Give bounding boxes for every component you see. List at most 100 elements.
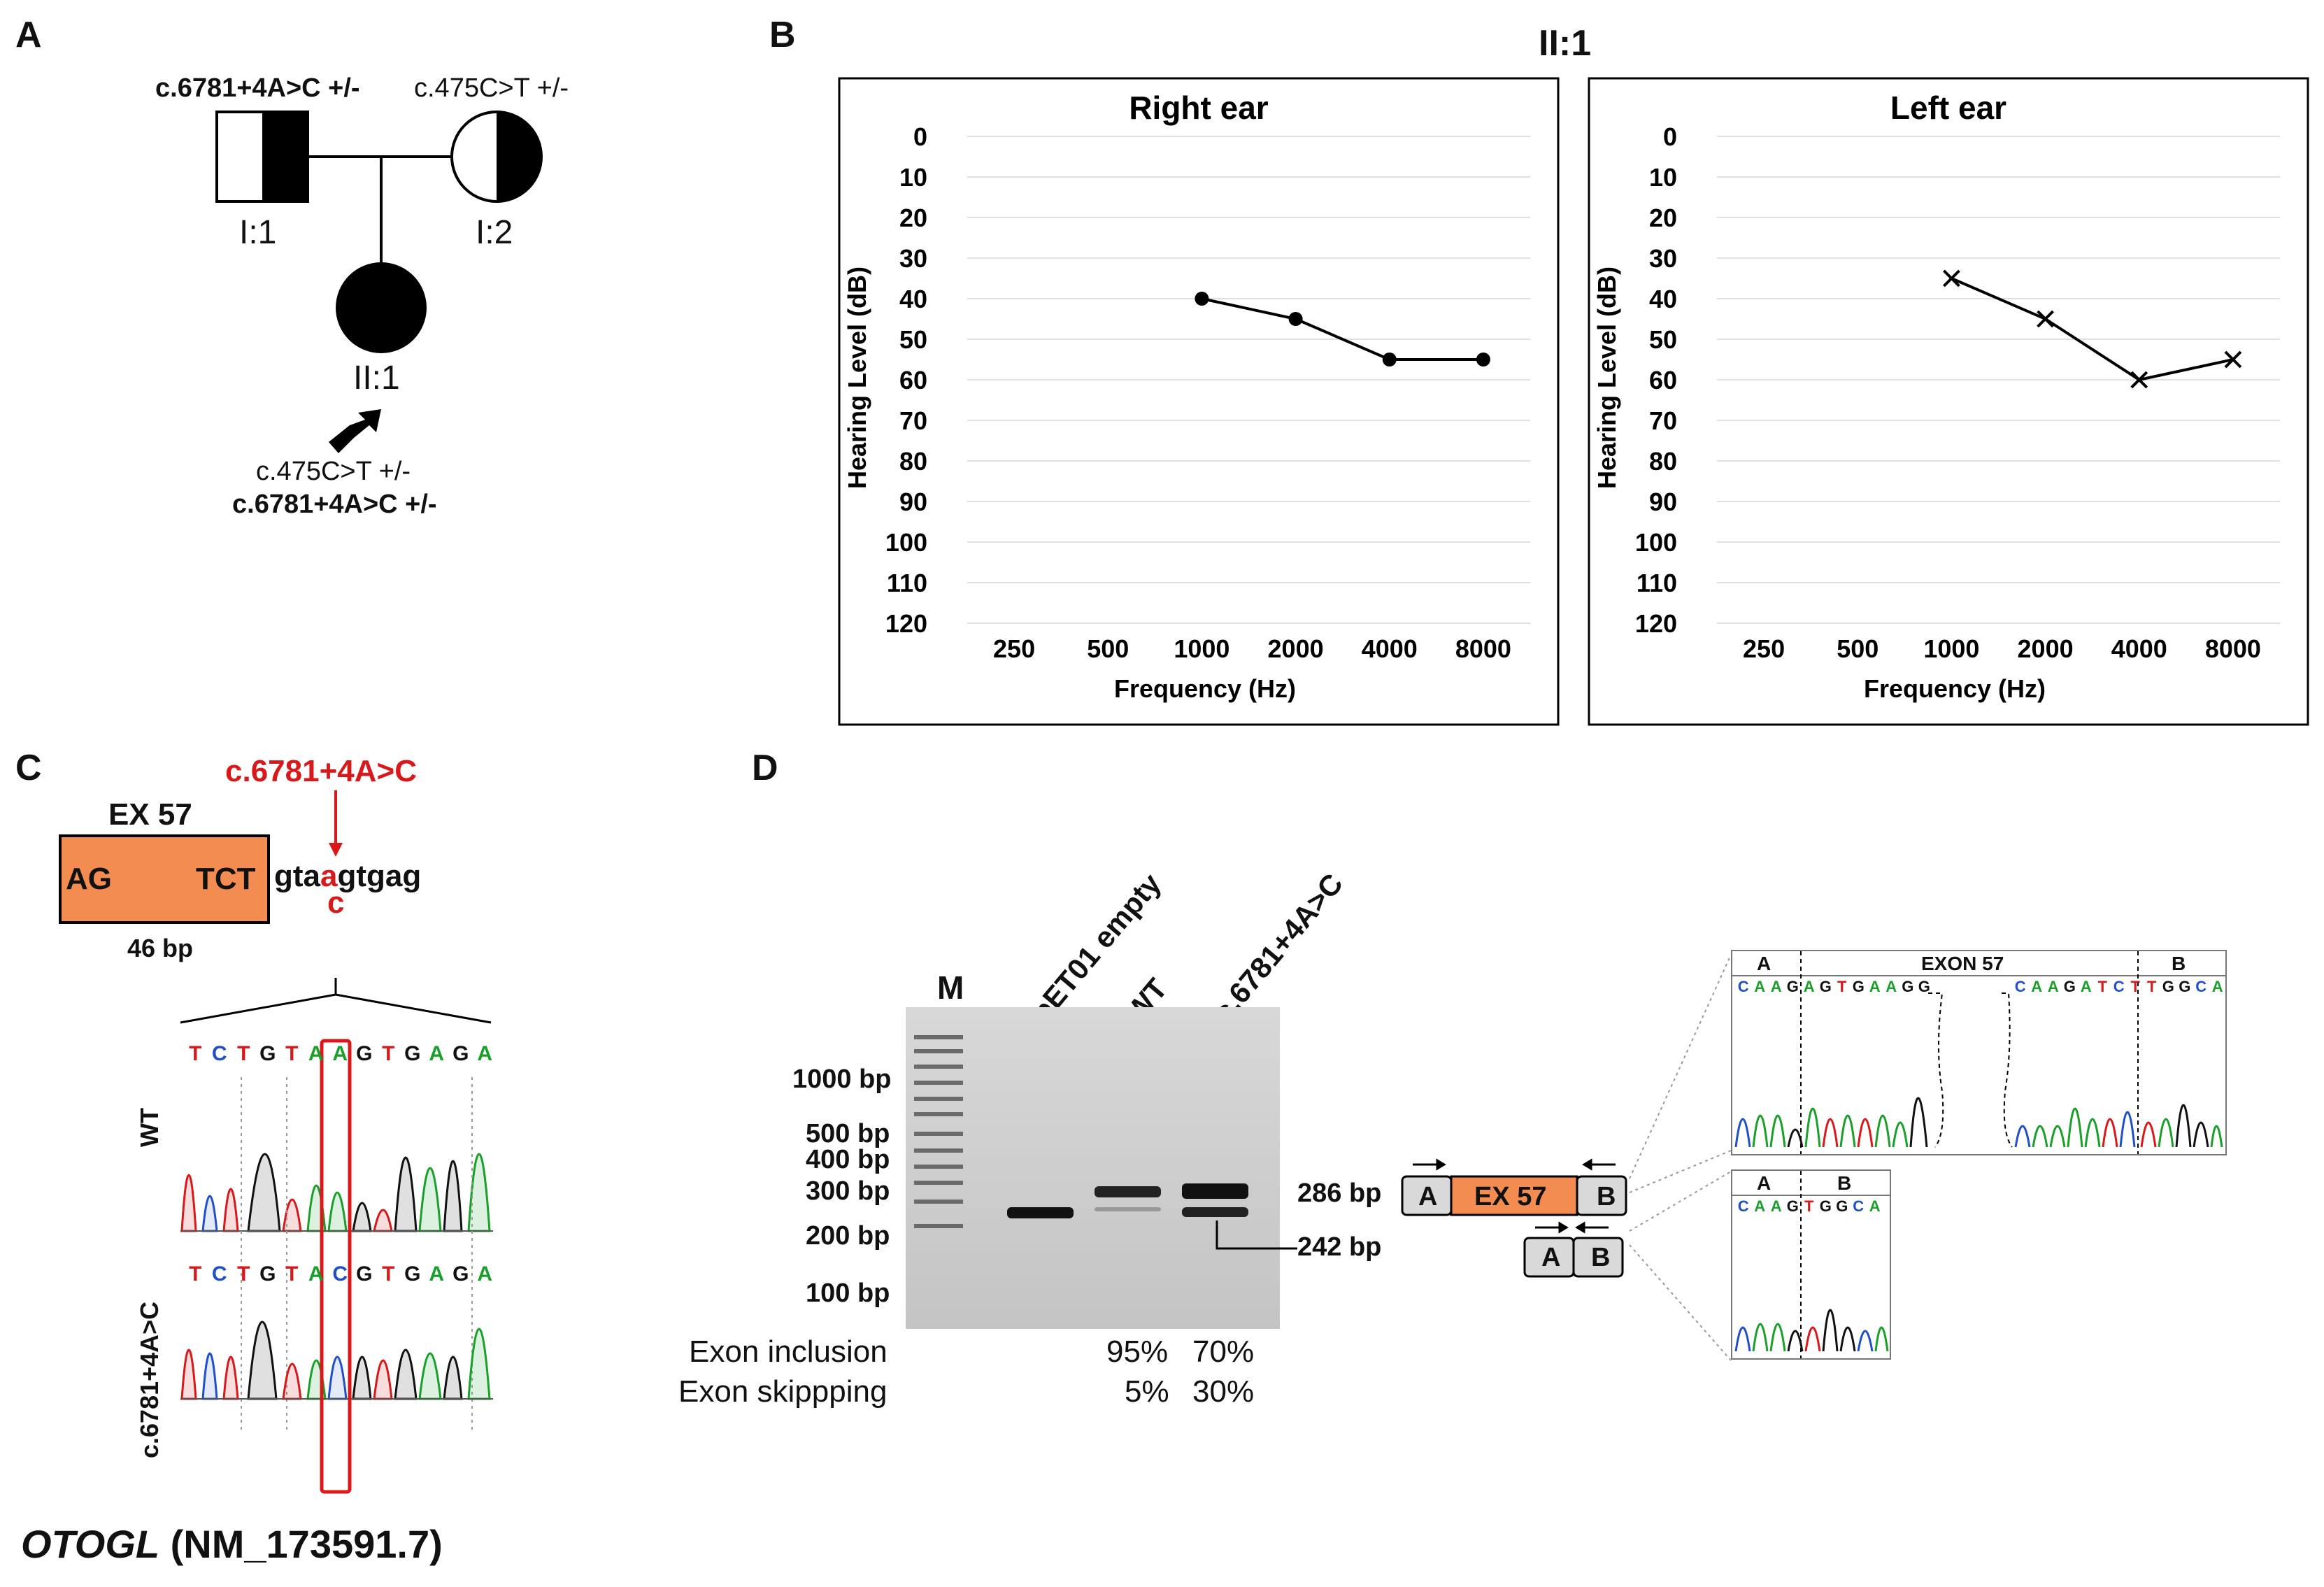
y-tick-label: 0 xyxy=(913,122,927,151)
chart-title: Left ear xyxy=(1890,90,2006,126)
y-tick-label: 60 xyxy=(899,366,927,394)
x-tick-label: 1000 xyxy=(1923,634,1979,663)
data-point xyxy=(1476,353,1490,366)
ladder-lane xyxy=(914,1035,963,1228)
lane-label-mutant: c.6781+4A>C xyxy=(1206,867,1350,1029)
base-call: A xyxy=(429,1262,445,1286)
y-tick-label: 110 xyxy=(887,569,927,597)
box-a-label: A xyxy=(1418,1182,1438,1211)
mother-carrier-half xyxy=(497,112,541,201)
y-tick-label: 90 xyxy=(1649,488,1677,516)
base-call: A xyxy=(2047,978,2059,995)
panel-letter-c: C xyxy=(15,748,42,788)
transcript-schematic xyxy=(1401,1158,1627,1278)
exon-size: 46 bp xyxy=(127,934,194,962)
data-point xyxy=(1943,269,1960,287)
base-call: G xyxy=(1918,978,1930,995)
base-call: C xyxy=(2195,978,2207,995)
zoom-line-right xyxy=(335,993,492,1024)
x-tick-label: 4000 xyxy=(2111,634,2167,663)
chrom-top-traces xyxy=(1734,951,2223,1154)
exon-b-box xyxy=(1576,1175,1627,1216)
y-tick-label: 120 xyxy=(885,609,927,638)
base-call: A xyxy=(308,1042,324,1065)
panel-letter-d: D xyxy=(752,748,778,788)
audiogram-left-ear: Left ear 0 10 20 30 40 50 60 70 80 90 100 110 120 250… xyxy=(1588,77,2309,726)
base-call: A xyxy=(1869,1197,1881,1215)
base-call: G xyxy=(2162,978,2174,995)
marker-300: 300 bp xyxy=(806,1176,890,1206)
base-call: A xyxy=(477,1042,493,1065)
base-call: A xyxy=(1770,978,1782,995)
base-call: A xyxy=(1869,978,1881,995)
panel-letter-a: A xyxy=(15,15,42,55)
base-call: T xyxy=(285,1042,299,1065)
band-286-label: 286 bp xyxy=(1297,1179,1382,1208)
base-call: A xyxy=(308,1262,324,1286)
father-label: I:1 xyxy=(239,214,277,251)
series-line xyxy=(1201,297,1483,361)
data-point xyxy=(1195,292,1209,306)
band-empty-vector xyxy=(1007,1207,1074,1218)
variant-label: c.6781+4A>C xyxy=(225,754,417,788)
x-tick-label: 1000 xyxy=(1174,634,1229,663)
base-call: G xyxy=(356,1262,373,1286)
marker-200: 200 bp xyxy=(806,1221,890,1251)
x-tick-label: 2000 xyxy=(1268,634,1324,663)
proband-symbol xyxy=(336,262,427,353)
lane-label-m: M xyxy=(937,969,964,1006)
exon-57-box xyxy=(59,834,270,924)
band-mut-286 xyxy=(1182,1183,1248,1199)
base-call: G xyxy=(404,1262,421,1286)
mother-label: I:2 xyxy=(476,214,513,251)
base-call: A xyxy=(2211,978,2223,995)
chrom-bot-traces xyxy=(1734,1171,1889,1358)
agarose-gel xyxy=(906,1007,1280,1329)
y-tick-label: 0 xyxy=(1663,122,1677,151)
marker-400: 400 bp xyxy=(806,1145,890,1174)
base-call: T xyxy=(1837,978,1847,995)
base-call: C xyxy=(211,1042,227,1065)
base-call: T xyxy=(285,1262,299,1286)
base-call: G xyxy=(1786,1197,1799,1215)
x-axis-label: Frequency (Hz) xyxy=(1114,674,1296,703)
y-tick-label: 110 xyxy=(1637,569,1677,597)
y-tick-label: 10 xyxy=(1649,163,1677,192)
y-tick-label: 100 xyxy=(1635,528,1677,557)
skipping-label: Exon skippping xyxy=(678,1374,887,1409)
base-call: A xyxy=(2031,978,2043,995)
data-point xyxy=(2130,371,2148,389)
x-tick-label: 250 xyxy=(993,634,1035,663)
base-call: A xyxy=(477,1262,493,1286)
data-point xyxy=(2037,310,2054,328)
y-tick-label: 70 xyxy=(899,406,927,435)
chart-title: Right ear xyxy=(1129,90,1268,126)
base-call: A xyxy=(1754,1197,1766,1215)
base-call: G xyxy=(452,1042,469,1065)
base-call: T xyxy=(237,1262,250,1286)
mother-variant: c.475C>T +/- xyxy=(414,73,569,103)
chrom-top-a: A xyxy=(1757,953,1771,974)
base-call: T xyxy=(237,1042,250,1065)
y-tick-label: 90 xyxy=(899,488,927,516)
band-mut-242 xyxy=(1182,1207,1248,1217)
base-call: G xyxy=(1819,978,1832,995)
base-call: A xyxy=(2080,978,2092,995)
y-axis-label: Hearing Level (dB) xyxy=(843,266,871,489)
marker-100: 100 bp xyxy=(806,1279,890,1308)
wt-label: WT xyxy=(135,1108,164,1147)
base-call: G xyxy=(1902,978,1914,995)
base-call: G xyxy=(2179,978,2191,995)
base-call: A xyxy=(1754,978,1766,995)
x-tick-label: 250 xyxy=(1743,634,1785,663)
base-call: A xyxy=(429,1042,445,1065)
base-call: G xyxy=(2063,978,2076,995)
y-tick-label: 20 xyxy=(899,204,927,232)
base-call: G xyxy=(452,1262,469,1286)
y-tick-label: 30 xyxy=(899,244,927,273)
gene-caption: OTOGL (NM_173591.7) xyxy=(21,1522,443,1566)
